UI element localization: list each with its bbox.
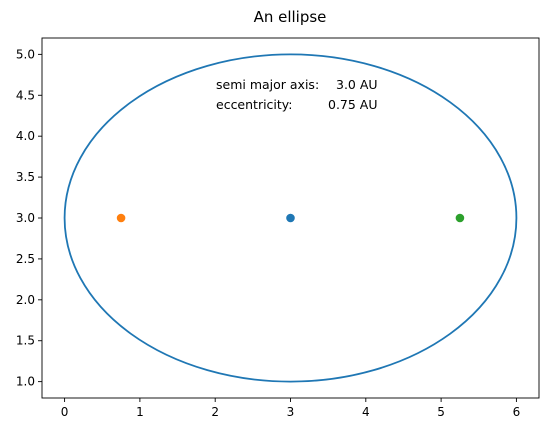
y-tick-label: 3.0 [16,211,35,225]
y-tick-label: 4.0 [16,129,35,143]
center-point [286,213,295,223]
x-tick-label: 5 [437,405,445,419]
y-tick-label: 5.0 [16,47,35,61]
x-tick-label: 4 [362,405,370,419]
eccentricity-label: eccentricity: [216,97,293,112]
ellipse-curve [63,53,518,383]
semi-major-axis-label: semi major axis: [216,77,319,92]
y-tick-label: 1.5 [16,334,35,348]
plot-frame [41,37,540,399]
axis-ticks: 0 1 2 3 4 5 6 1.0 1.5 2.0 2.5 3.0 3.5 4.0 4.5 5.0 [16,47,520,419]
chart-title: An ellipse [254,8,327,26]
points-layer [116,213,465,223]
x-tick-label: 0 [61,405,69,419]
y-tick-label: 2.5 [16,252,35,266]
x-tick-label: 1 [136,405,144,419]
y-tick-label: 3.5 [16,170,35,184]
annotation-box: semi major axis: 3.0 AU eccentricity: 0.… [216,77,378,112]
ellipse-layer [63,53,518,383]
x-tick-label: 2 [211,405,219,419]
x-tick-label: 6 [513,405,521,419]
y-tick-label: 4.5 [16,88,35,102]
semi-major-axis-value: 3.0 AU [336,77,378,92]
left-focus-point [116,213,126,223]
y-tick-label: 1.0 [16,375,35,389]
right-focus-point [455,213,465,223]
x-tick-label: 3 [287,405,295,419]
eccentricity-value: 0.75 AU [328,97,378,112]
y-tick-label: 2.0 [16,293,35,307]
